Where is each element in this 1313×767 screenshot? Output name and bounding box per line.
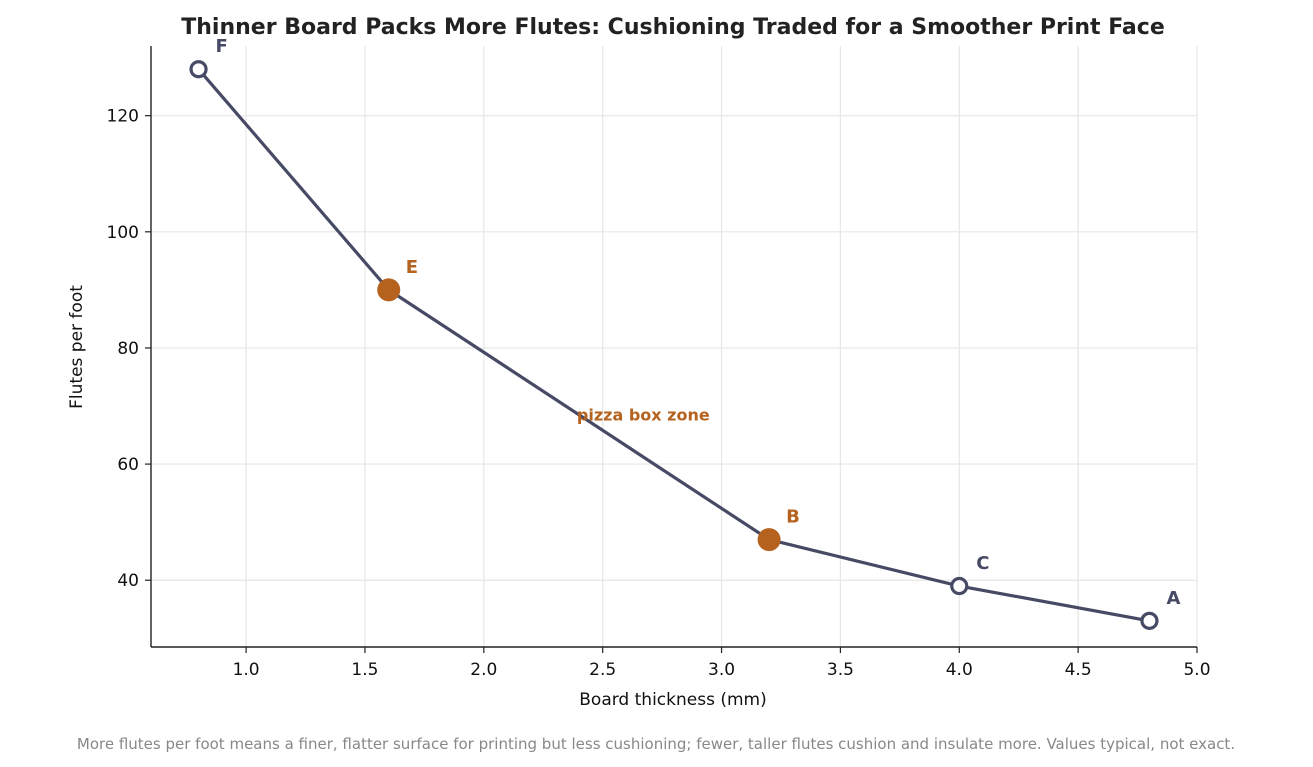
y-axis-label: Flutes per foot bbox=[67, 285, 87, 409]
x-tick-label-0: 1.0 bbox=[233, 660, 260, 680]
x-tick-label-6: 4.0 bbox=[946, 660, 973, 680]
point-label-F: F bbox=[216, 36, 228, 57]
annotation-pizza-box-zone: pizza box zone bbox=[577, 406, 710, 425]
footnote: More flutes per foot means a finer, flat… bbox=[77, 735, 1235, 753]
y-tick-label-2: 80 bbox=[117, 339, 139, 359]
y-tick-label-0: 40 bbox=[117, 571, 139, 591]
chart-title: Thinner Board Packs More Flutes: Cushion… bbox=[181, 15, 1164, 40]
axes bbox=[150, 46, 1197, 648]
tick-labels: 1.0 1.5 2.0 2.5 3.0 3.5 4.0 4.5 5.0 40 60 80 100 120 bbox=[107, 107, 1211, 680]
x-tick-label-7: 4.5 bbox=[1065, 660, 1092, 680]
y-tick-label-3: 100 bbox=[107, 223, 139, 243]
point-label-C: C bbox=[976, 553, 989, 574]
point-label-B: B bbox=[786, 507, 800, 528]
y-tick-label-4: 120 bbox=[107, 107, 139, 127]
y-tick-label-1: 60 bbox=[117, 455, 139, 475]
x-tick-label-2: 2.0 bbox=[470, 660, 497, 680]
point-labels: F E B C A bbox=[216, 36, 1181, 609]
point-C bbox=[950, 576, 969, 596]
point-label-E: E bbox=[406, 257, 418, 278]
point-B bbox=[757, 528, 781, 552]
grid-lines bbox=[151, 46, 1198, 647]
point-A bbox=[1140, 611, 1159, 630]
data-points bbox=[189, 60, 1159, 630]
x-tick-label-3: 2.5 bbox=[589, 660, 616, 680]
x-axis-label: Board thickness (mm) bbox=[579, 690, 766, 710]
point-E bbox=[377, 278, 401, 302]
series-line bbox=[197, 68, 1150, 623]
x-tick-label-8: 5.0 bbox=[1183, 660, 1210, 680]
point-F bbox=[189, 60, 208, 79]
x-tick-label-4: 3.0 bbox=[708, 660, 735, 680]
point-label-A: A bbox=[1166, 588, 1180, 609]
x-tick-label-5: 3.5 bbox=[827, 660, 854, 680]
x-tick-label-1: 1.5 bbox=[351, 660, 378, 680]
